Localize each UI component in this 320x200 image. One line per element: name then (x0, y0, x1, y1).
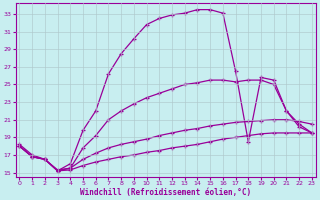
X-axis label: Windchill (Refroidissement éolien,°C): Windchill (Refroidissement éolien,°C) (80, 188, 251, 197)
